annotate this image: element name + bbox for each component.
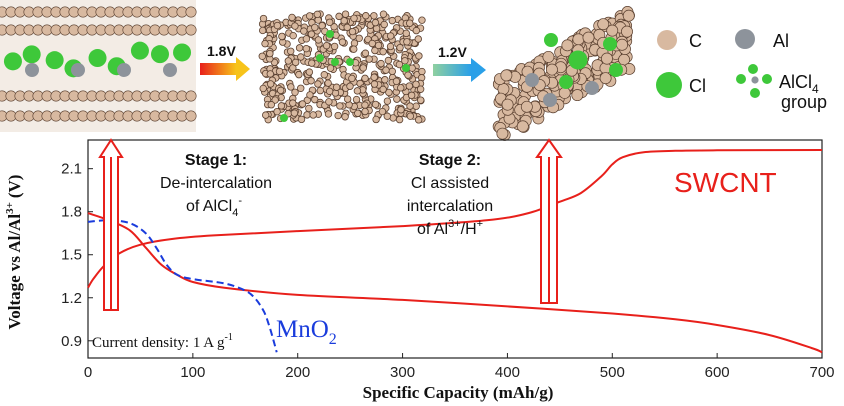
legend-alcl4-label: AlCl4 <box>779 72 819 96</box>
swcnt-charge-line <box>87 149 823 289</box>
x-tick-label: 600 <box>705 364 730 381</box>
atom-legend: C Al Cl AlCl4 group <box>656 29 827 112</box>
voltage-arrow-2-shaft <box>433 64 471 76</box>
y-tick-label: 0.9 <box>61 333 82 350</box>
stage2-line3: of Al3+/H+ <box>417 218 483 238</box>
axis-ticks: 0 100 200 300 400 500 600 700 0.9 1.2 1.5 1.8 2.1 <box>61 161 834 381</box>
carbon-atom-icon <box>657 30 677 50</box>
x-tick-label: 400 <box>495 364 520 381</box>
voltage-label-2: 1.2V <box>438 44 467 60</box>
stage1-arrow <box>98 138 124 311</box>
current-density-label: Current density: 1 A g-1 <box>92 332 233 351</box>
chlorine-atom-icon <box>656 72 682 98</box>
nanotube-single-image <box>492 6 636 141</box>
aluminum-atom-icon <box>735 29 755 49</box>
swcnt-discharge-line <box>87 212 823 354</box>
y-tick-label: 1.2 <box>61 290 82 307</box>
y-tick-label: 1.8 <box>61 204 82 221</box>
chart: 0 100 200 300 400 500 600 700 0.9 1.2 1.5 1.8 2.1 Sp… <box>4 138 835 402</box>
x-tick-label: 0 <box>84 364 92 381</box>
voltage-arrow-1-head <box>236 57 250 81</box>
layered-structure-image <box>0 0 197 132</box>
series-label-mno2: MnO2 <box>276 316 337 348</box>
stage2-arrow <box>535 138 563 304</box>
stage2-line1: Cl assisted <box>411 175 489 192</box>
x-tick-label: 200 <box>285 364 310 381</box>
stage2-title: Stage 2: <box>419 152 481 169</box>
y-tick-label: 1.5 <box>61 247 82 264</box>
plot-frame <box>87 139 823 359</box>
y-tick-label: 2.1 <box>61 161 82 178</box>
y-axis-title: Voltage vs Al/Al3+(V) <box>4 175 24 330</box>
x-tick-label: 500 <box>600 364 625 381</box>
series-label-swcnt: SWCNT <box>674 167 777 198</box>
stage1-line1: De-intercalation <box>160 175 272 192</box>
voltage-label-1: 1.8V <box>207 43 236 59</box>
stage1-title: Stage 1: <box>185 152 247 169</box>
legend-alcl4-group-label: group <box>781 92 827 112</box>
mno2-line <box>87 219 278 353</box>
legend-c-label: C <box>689 31 702 51</box>
x-axis-title: Specific Capacity (mAh/g) <box>363 383 554 402</box>
voltage-arrow-2-head <box>471 58 486 82</box>
data-series <box>87 149 823 354</box>
x-tick-label: 100 <box>180 364 205 381</box>
alcl4-group-icon <box>736 64 772 98</box>
stage1-line2: of AlCl4- <box>186 195 242 219</box>
legend-al-label: Al <box>773 31 789 51</box>
stage2-line2: intercalation <box>407 198 493 215</box>
nanotube-bundle-image <box>258 10 426 124</box>
top-illustrations: 1.8V 1.2V C Al Cl AlCl4 group <box>0 0 827 141</box>
voltage-arrow-1-shaft <box>200 63 236 75</box>
x-tick-label: 700 <box>809 364 834 381</box>
x-tick-label: 300 <box>390 364 415 381</box>
legend-cl-label: Cl <box>689 76 706 96</box>
